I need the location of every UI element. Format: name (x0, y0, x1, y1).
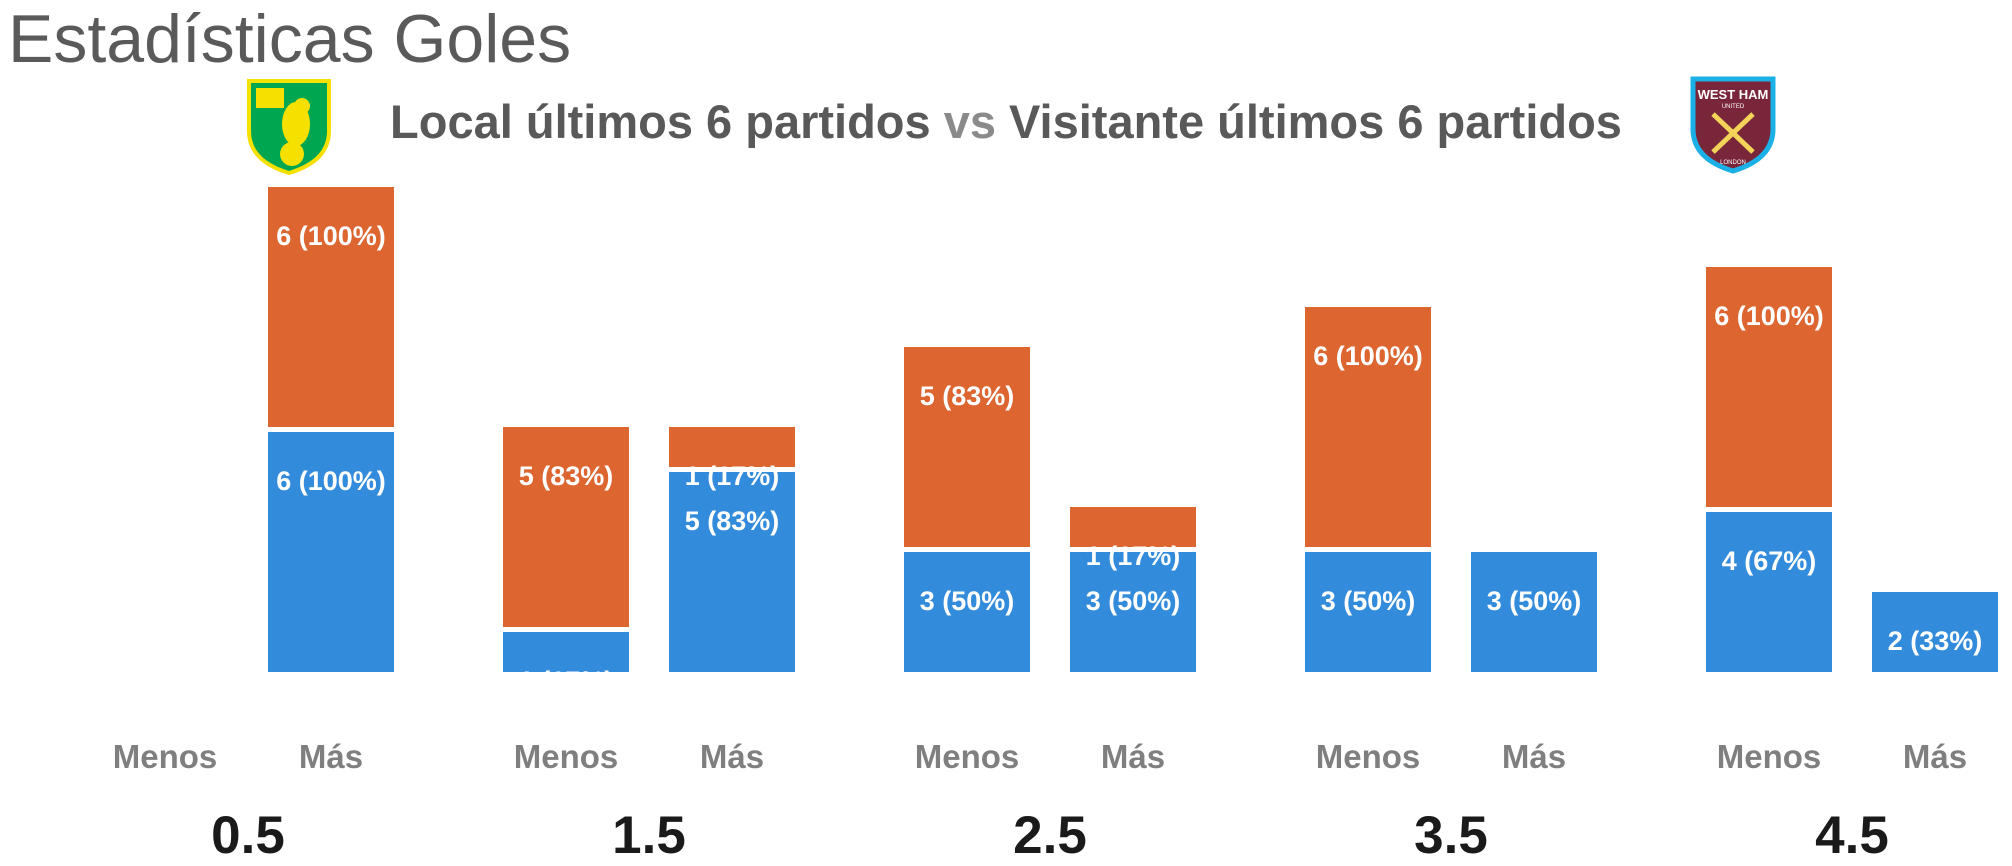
bar-segment (904, 347, 1030, 547)
bar-segment (1305, 552, 1431, 672)
page-title: Estadísticas Goles (8, 1, 572, 77)
bar-value-label: 6 (100%) (276, 466, 386, 496)
threshold-label: 4.5 (1815, 806, 1889, 865)
bar-value-label: 2 (33%) (1888, 626, 1983, 656)
category-label: Menos (514, 738, 619, 775)
bar-segment (1471, 552, 1597, 672)
subtitle-away: Visitante últimos 6 partidos (1009, 95, 1622, 148)
norwich-crest-icon (247, 79, 331, 176)
crest-text: WEST HAM (1698, 87, 1769, 102)
category-label: Más (1502, 738, 1566, 775)
bar-value-label: 5 (83%) (920, 381, 1015, 411)
bar-value-label: 6 (100%) (1313, 341, 1423, 371)
bar-segment (503, 427, 629, 627)
bar-segment (1070, 507, 1196, 547)
category-label: Menos (1316, 738, 1421, 775)
bar-segment (503, 632, 629, 672)
bar-value-label: 3 (50%) (1487, 586, 1582, 616)
bar-segment (1872, 592, 1998, 672)
bar-segment (1305, 307, 1431, 547)
threshold-label: 3.5 (1414, 806, 1488, 865)
bar-segment (904, 552, 1030, 672)
category-label: Más (700, 738, 764, 775)
category-label: Más (299, 738, 363, 775)
bar-value-label: 3 (50%) (920, 586, 1015, 616)
category-label: Menos (1717, 738, 1822, 775)
bar-value-label: 6 (100%) (276, 221, 386, 251)
threshold-label: 2.5 (1013, 806, 1087, 865)
bar-value-label: 4 (67%) (1722, 546, 1817, 576)
category-label: Menos (915, 738, 1020, 775)
bar-value-label: 1 (17%) (685, 461, 780, 491)
bar-segment (669, 427, 795, 467)
subtitle-vs: vs (943, 95, 996, 148)
category-label: Más (1101, 738, 1165, 775)
category-label: Más (1903, 738, 1967, 775)
crest-subtext: UNITED (1722, 104, 1745, 110)
threshold-label: 1.5 (612, 806, 686, 865)
west-ham-crest-icon: WEST HAM UNITED LONDON (1690, 76, 1776, 174)
bar-value-label: 1 (17%) (519, 666, 614, 696)
bar-value-label: 1 (17%) (1086, 541, 1181, 571)
bar-segment (268, 432, 394, 672)
bar-value-label: 5 (83%) (519, 461, 614, 491)
bar-value-label: 6 (100%) (1714, 301, 1824, 331)
threshold-label: 0.5 (211, 806, 285, 865)
bar-value-label: 5 (83%) (685, 506, 780, 536)
bar-segment (1706, 267, 1832, 507)
bar-value-label: 3 (50%) (1321, 586, 1416, 616)
category-label: Menos (113, 738, 218, 775)
bar-segment (268, 187, 394, 427)
bar-segment (669, 472, 795, 672)
bar-value-label: 3 (50%) (1086, 586, 1181, 616)
bar-segment (1706, 512, 1832, 672)
crest-bottom-text: LONDON (1720, 160, 1746, 166)
subtitle-home: Local últimos 6 partidos (390, 95, 931, 148)
chart-subtitle: Local últimos 6 partidos vs Visitante úl… (0, 94, 2012, 149)
bar-segment (1070, 552, 1196, 672)
